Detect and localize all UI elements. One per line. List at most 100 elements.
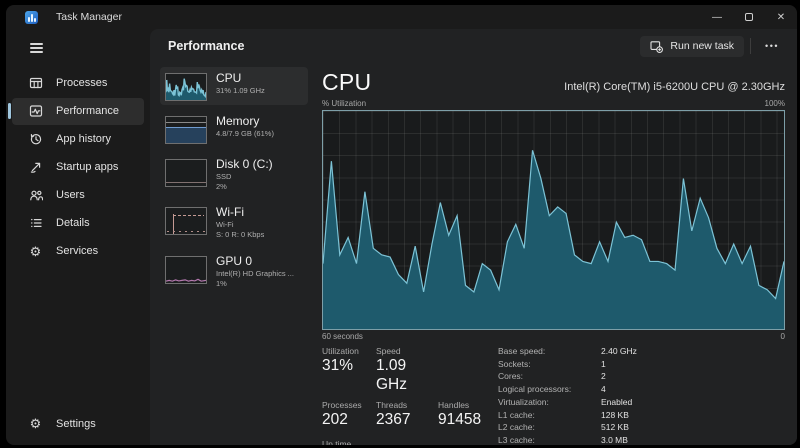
perf-item-stat: 1% xyxy=(216,278,227,288)
sidebar-item-label: Settings xyxy=(56,417,96,430)
spec-value: 2.40 GHz xyxy=(601,346,637,356)
stat-label: Processes xyxy=(322,399,362,410)
spec-label: L3 cache: xyxy=(498,434,535,445)
perf-item-title: Wi-Fi xyxy=(216,205,244,220)
spec-label: Cores: xyxy=(498,371,524,382)
cpu-title: CPU xyxy=(322,69,372,95)
spec-label: Logical processors: xyxy=(498,384,572,395)
spec-label: Sockets: xyxy=(498,358,531,369)
stat-label: Up time xyxy=(322,439,352,445)
page-title: Performance xyxy=(168,39,245,53)
sidebar-item-users[interactable]: Users xyxy=(12,182,144,209)
spec-value: 128 KB xyxy=(601,409,629,420)
task-manager-app-icon xyxy=(25,10,38,24)
spec-label: L1 cache: xyxy=(498,409,535,420)
perf-item-title: Disk 0 (C:) xyxy=(216,157,273,171)
services-gear-icon: ⚙ xyxy=(29,243,42,259)
run-new-task-button[interactable]: Run new task xyxy=(640,35,745,57)
history-clock-icon xyxy=(28,132,43,147)
spec-value: 1 xyxy=(601,358,606,369)
close-button[interactable]: ✕ xyxy=(776,11,786,23)
stat-label: Speed xyxy=(376,346,401,356)
spec-label: L2 cache: xyxy=(498,422,535,433)
run-new-task-label: Run new task xyxy=(670,40,735,52)
header-divider xyxy=(750,38,752,54)
threads-value: 2367 xyxy=(376,410,411,428)
maximize-icon xyxy=(745,13,753,21)
perf-item-stat: 2% xyxy=(216,182,227,192)
perf-item-stat: Intel(R) HD Graphics ... xyxy=(216,268,294,278)
cpu-stats-left: Utilization Speed 31% 1.09 GHz xyxy=(322,346,488,445)
perf-item-stat: S: 0 R: 0 Kbps xyxy=(216,230,265,240)
utilization-value: 31% xyxy=(322,357,354,374)
handles-value: 91458 xyxy=(438,410,482,428)
sidebar: Processes Performance App history xyxy=(6,29,150,445)
spec-value: 2 xyxy=(601,371,606,382)
perf-item-memory[interactable]: Memory 4.8/7.9 GB (61%) xyxy=(160,110,308,148)
perf-item-stat: 4.8/7.9 GB (61%) xyxy=(216,129,274,138)
sidebar-item-processes[interactable]: Processes xyxy=(12,70,144,97)
perf-item-disk[interactable]: Disk 0 (C:) SSD 2% xyxy=(160,153,308,196)
window-title: Task Manager xyxy=(56,11,122,23)
sidebar-item-services[interactable]: ⚙ Services xyxy=(12,238,144,265)
spec-label: Base speed: xyxy=(498,346,546,356)
sidebar-item-label: Startup apps xyxy=(56,161,119,173)
sidebar-item-label: Performance xyxy=(56,105,119,117)
gpu-mini-chart xyxy=(165,255,207,284)
minimize-button[interactable]: — xyxy=(712,11,722,23)
sidebar-item-label: Processes xyxy=(56,77,108,89)
processes-icon xyxy=(28,76,43,91)
stat-label: Handles xyxy=(438,399,470,410)
sidebar-item-performance[interactable]: Performance xyxy=(8,97,144,125)
spec-value: 4 xyxy=(601,384,606,395)
x-right-label: 0 xyxy=(780,332,785,341)
sidebar-item-details[interactable]: Details xyxy=(12,210,144,237)
perf-item-stat: SSD xyxy=(216,172,232,181)
maximize-button[interactable] xyxy=(733,5,765,29)
performance-icon xyxy=(28,104,43,119)
cpu-stats: Utilization Speed 31% 1.09 GHz xyxy=(322,346,785,445)
perf-item-title: CPU xyxy=(216,71,242,85)
menu-button[interactable] xyxy=(6,35,150,61)
perf-item-cpu[interactable]: CPU 31% 1.09 GHz xyxy=(160,67,308,105)
sidebar-item-app-history[interactable]: App history xyxy=(12,126,144,153)
spec-label: Virtualization: xyxy=(498,396,549,407)
sidebar-item-label: Services xyxy=(56,245,99,257)
details-list-icon xyxy=(28,216,43,231)
perf-item-gpu[interactable]: GPU 0 Intel(R) HD Graphics ... 1% xyxy=(160,250,308,293)
sidebar-nav: Processes Performance App history xyxy=(6,69,150,265)
processes-value: 202 xyxy=(322,410,348,428)
titlebar: Task Manager — ✕ xyxy=(6,5,797,29)
content-header: Performance Run new task ••• xyxy=(150,29,797,63)
performance-metric-list: CPU 31% 1.09 GHz Memory 4.8/7.9 GB (61%) xyxy=(160,67,308,445)
disk-mini-chart xyxy=(165,159,207,187)
spec-value: Enabled xyxy=(601,396,633,407)
hamburger-icon xyxy=(30,41,43,56)
more-options-button[interactable]: ••• xyxy=(765,41,779,51)
content-panel: Performance Run new task ••• xyxy=(150,29,797,445)
stat-label: Utilization xyxy=(322,346,359,356)
perf-item-title: Memory xyxy=(216,114,260,128)
window-controls: — ✕ xyxy=(701,5,797,29)
sidebar-item-settings[interactable]: ⚙ Settings xyxy=(12,410,144,437)
speed-value: 1.09 GHz xyxy=(376,357,407,394)
perf-item-wifi[interactable]: Wi-Fi Wi-Fi S: 0 R: 0 Kbps xyxy=(160,201,308,244)
sidebar-item-label: Users xyxy=(56,189,85,201)
sidebar-item-startup-apps[interactable]: Startup apps xyxy=(12,154,144,181)
x-left-label: 60 seconds xyxy=(322,332,363,341)
perf-item-title: GPU 0 xyxy=(216,253,253,268)
perf-item-stat: Wi-Fi xyxy=(216,220,234,230)
stat-label: Threads xyxy=(376,399,408,410)
task-manager-window: Task Manager — ✕ Processes xyxy=(6,5,797,445)
settings-gear-icon: ⚙ xyxy=(29,416,42,431)
cpu-spec-details: Base speed: 2.40 GHz Sockets: 1 Cores: 2 Lo… xyxy=(498,346,637,445)
spec-value: 512 KB xyxy=(601,422,629,433)
run-new-task-icon xyxy=(650,40,664,53)
startup-arrow-icon xyxy=(28,160,43,175)
cpu-detail-pane: CPU Intel(R) Core(TM) i5-6200U CPU @ 2.3… xyxy=(308,67,789,445)
perf-item-stat: 31% 1.09 GHz xyxy=(216,86,265,95)
users-icon xyxy=(28,188,43,203)
sidebar-item-label: Details xyxy=(56,217,90,229)
cpu-model-name: Intel(R) Core(TM) i5-6200U CPU @ 2.30GHz xyxy=(564,81,785,93)
spec-value: 3.0 MB xyxy=(601,434,628,445)
